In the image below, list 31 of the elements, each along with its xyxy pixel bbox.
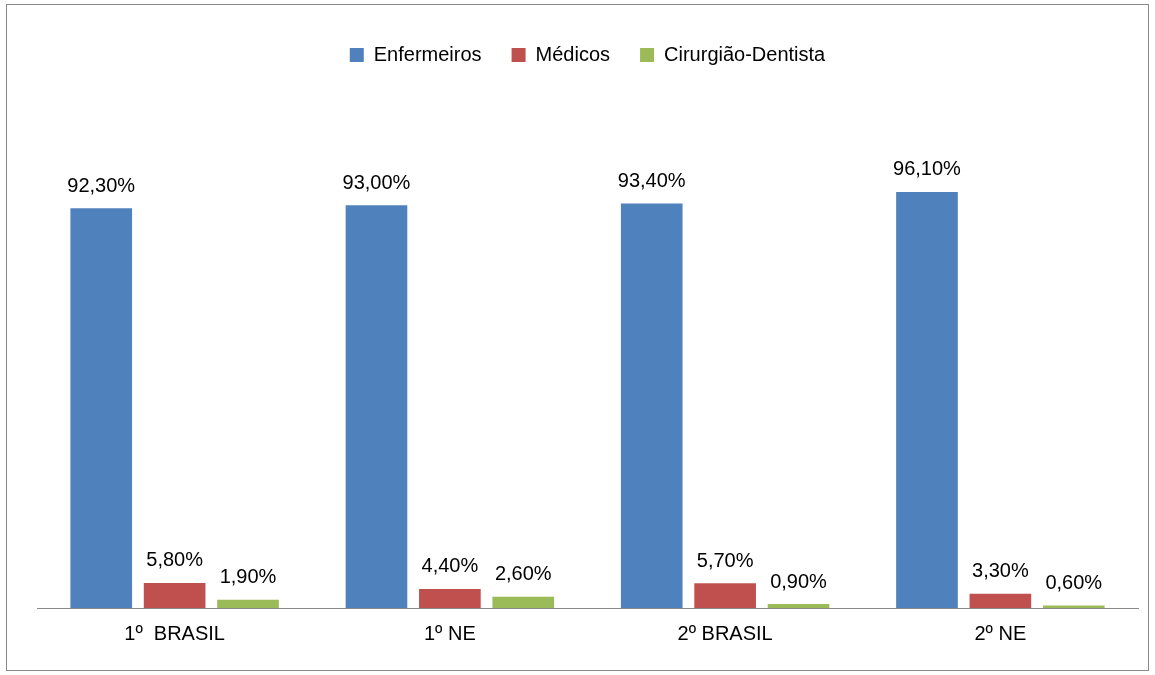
data-label: 96,10%: [893, 157, 962, 180]
bar: [969, 593, 1032, 608]
bar: [70, 208, 133, 608]
bar: [345, 205, 408, 608]
bar: [492, 596, 555, 608]
legend-label: Enfermeiros: [373, 42, 482, 65]
data-label: 93,40%: [617, 169, 686, 192]
legend-label: Cirurgião-Dentista: [664, 42, 827, 65]
data-label: 4,40%: [421, 554, 479, 577]
bar: [419, 588, 481, 608]
bar: [143, 582, 206, 608]
bar: [1042, 605, 1105, 608]
bar: [896, 191, 958, 608]
data-label: 2,60%: [494, 562, 552, 585]
data-label: 0,90%: [770, 569, 828, 592]
data-label: 5,80%: [146, 548, 204, 571]
x-tick-label: 2º NE: [974, 621, 1027, 644]
bar: [767, 604, 830, 608]
bar: [620, 203, 683, 608]
x-tick-label: 1º BRASIL: [124, 621, 225, 644]
x-tick-label: 1º NE: [423, 621, 476, 644]
data-label: 5,70%: [696, 548, 754, 571]
bar: [694, 583, 756, 608]
legend-label: Médicos: [535, 42, 611, 65]
data-label: 93,00%: [342, 170, 411, 193]
data-label: 92,30%: [67, 173, 136, 196]
data-label: 3,30%: [972, 559, 1029, 582]
data-label: 1,90%: [219, 565, 277, 588]
x-tick-label: 2º BRASIL: [677, 621, 773, 644]
data-label: 0,60%: [1045, 570, 1103, 593]
bar: [217, 599, 279, 608]
